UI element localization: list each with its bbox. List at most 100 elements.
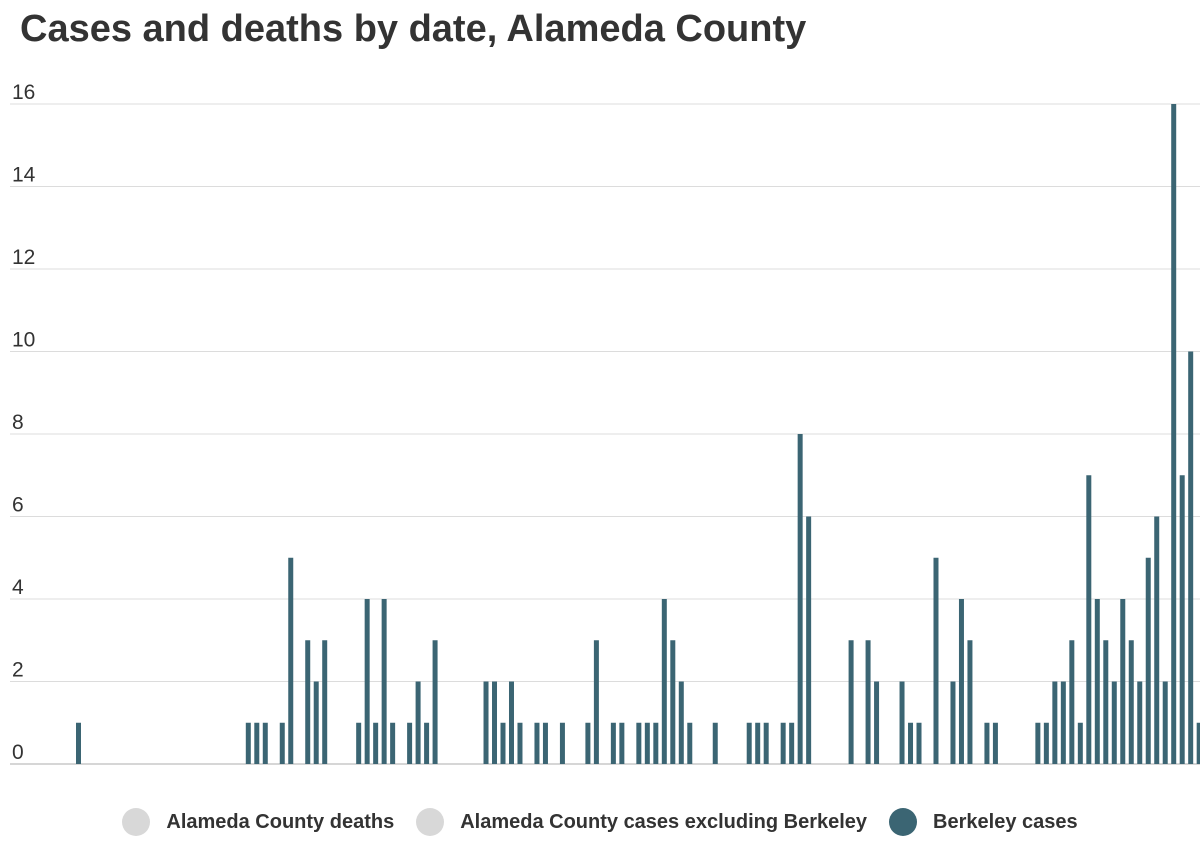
y-tick-label-4: 4 [12, 576, 24, 599]
bar-91[interactable] [848, 640, 854, 764]
bar-116[interactable] [1060, 681, 1066, 765]
bar-107[interactable] [984, 722, 990, 764]
y-tick-label-14: 14 [12, 164, 36, 187]
bar-72[interactable] [687, 722, 693, 764]
bar-42[interactable] [432, 640, 438, 764]
bar-131[interactable] [1188, 351, 1194, 765]
bar-66[interactable] [636, 722, 642, 764]
bar-21[interactable] [254, 722, 260, 764]
bar-68[interactable] [653, 722, 659, 764]
bar-64[interactable] [619, 722, 625, 764]
bar-60[interactable] [585, 722, 591, 764]
bar-35[interactable] [373, 722, 379, 764]
bar-36[interactable] [381, 599, 387, 764]
bar-84[interactable] [789, 722, 795, 764]
legend-swatch-deaths [122, 808, 151, 836]
legend-label-berkeley-cases: Berkeley cases [933, 810, 1078, 833]
bar-115[interactable] [1052, 681, 1058, 765]
bar-57[interactable] [559, 722, 565, 764]
bar-70[interactable] [670, 640, 676, 764]
bar-114[interactable] [1043, 722, 1049, 764]
bar-67[interactable] [644, 722, 650, 764]
legend-swatch-berkeley-cases [889, 808, 918, 836]
bar-71[interactable] [678, 681, 684, 765]
bar-81[interactable] [763, 722, 769, 764]
bar-118[interactable] [1077, 722, 1083, 764]
bar-99[interactable] [916, 722, 922, 764]
bar-117[interactable] [1069, 640, 1075, 764]
legend-label-cases-excluding-berkeley: Alameda County cases excluding Berkeley [460, 810, 868, 833]
bar-29[interactable] [322, 640, 328, 764]
bar-123[interactable] [1120, 599, 1126, 764]
bar-chart: 0 2 4 6 8 10 12 14 16 [10, 81, 1200, 765]
y-tick-label-8: 8 [12, 411, 24, 434]
legend: Alameda County deaths Alameda County cas… [0, 806, 1200, 838]
y-tick-label-6: 6 [12, 494, 24, 517]
bar-61[interactable] [593, 640, 599, 764]
legend-label-deaths: Alameda County deaths [166, 810, 395, 833]
bar-132[interactable] [1196, 722, 1200, 764]
legend-item-cases-excluding-berkeley[interactable]: Alameda County cases excluding Berkeley [416, 808, 867, 836]
bar-122[interactable] [1111, 681, 1117, 765]
y-tick-label-2: 2 [12, 659, 24, 682]
bar-120[interactable] [1094, 599, 1100, 764]
legend-item-berkeley-cases[interactable]: Berkeley cases [889, 808, 1078, 836]
bar-50[interactable] [500, 722, 506, 764]
legend-swatch-cases-excluding-berkeley [416, 808, 445, 836]
bar-85[interactable] [797, 434, 803, 764]
y-tick-label-12: 12 [12, 246, 35, 269]
bar-98[interactable] [908, 722, 914, 764]
bar-20[interactable] [245, 722, 251, 764]
bar-121[interactable] [1103, 640, 1109, 764]
bar-97[interactable] [899, 681, 905, 765]
bar-33[interactable] [356, 722, 362, 764]
bar-130[interactable] [1179, 475, 1185, 764]
gridlines [10, 103, 1200, 765]
legend-item-deaths[interactable]: Alameda County deaths [122, 808, 394, 836]
bar-80[interactable] [755, 722, 761, 764]
bar-25[interactable] [288, 557, 294, 764]
bar-24[interactable] [279, 722, 285, 764]
bar-27[interactable] [305, 640, 311, 764]
bar-127[interactable] [1154, 516, 1160, 765]
bar-86[interactable] [806, 516, 812, 765]
y-axis-tick-labels: 0 2 4 6 8 10 12 14 16 [12, 81, 36, 764]
bar-119[interactable] [1086, 475, 1092, 764]
bar-75[interactable] [712, 722, 718, 764]
bar-51[interactable] [508, 681, 514, 765]
bars [76, 104, 1200, 764]
bar-124[interactable] [1128, 640, 1134, 764]
bar-93[interactable] [865, 640, 871, 764]
bar-28[interactable] [313, 681, 319, 765]
bar-105[interactable] [967, 640, 973, 764]
bar-48[interactable] [483, 681, 489, 765]
y-tick-label-0: 0 [12, 741, 24, 764]
bar-128[interactable] [1162, 681, 1168, 765]
bar-63[interactable] [610, 722, 616, 764]
y-tick-label-10: 10 [12, 329, 35, 352]
bar-79[interactable] [746, 722, 752, 764]
bar-125[interactable] [1137, 681, 1143, 765]
bar-113[interactable] [1035, 722, 1041, 764]
bar-83[interactable] [780, 722, 786, 764]
bar-108[interactable] [992, 722, 998, 764]
bar-0[interactable] [76, 722, 81, 764]
bar-129[interactable] [1171, 104, 1177, 764]
chart-title: Cases and deaths by date, Alameda County [20, 8, 807, 50]
bar-103[interactable] [950, 681, 956, 765]
bar-126[interactable] [1145, 557, 1151, 764]
bar-40[interactable] [415, 681, 421, 765]
bar-54[interactable] [534, 722, 540, 764]
bar-41[interactable] [424, 722, 430, 764]
bar-49[interactable] [492, 681, 498, 765]
bar-34[interactable] [364, 599, 370, 764]
bar-52[interactable] [517, 722, 523, 764]
bar-104[interactable] [958, 599, 964, 764]
bar-69[interactable] [661, 599, 667, 764]
bar-39[interactable] [407, 722, 413, 764]
bar-37[interactable] [390, 722, 396, 764]
bar-94[interactable] [874, 681, 880, 765]
bar-55[interactable] [542, 722, 548, 764]
bar-101[interactable] [933, 557, 939, 764]
bar-22[interactable] [262, 722, 268, 764]
